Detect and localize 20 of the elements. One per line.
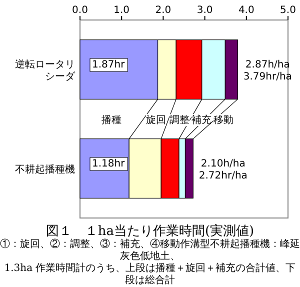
y-tick-label: 不耕起播種機 [15, 164, 75, 176]
text: 1.3ha 作業時間計のうち、上段は播種＋旋回＋補充の合計値、下段は総合計 [3, 263, 297, 287]
series-label: 調整 [170, 114, 190, 126]
series-label: 旋回 [146, 114, 166, 126]
x-tick-label: 2.0 [155, 5, 172, 16]
y-tick-label: 逆転ロータリシーダ [15, 58, 76, 82]
x-tick-label: 4.0 [238, 5, 254, 16]
total-label: 2.10h/ha 2.72hr/ha [198, 158, 248, 182]
series-label: 移動 [214, 114, 234, 126]
x-tick-label: 1.0 [114, 5, 130, 16]
x-tick-label: 3.0 [196, 5, 213, 16]
data-label: 1.18hr [92, 158, 126, 170]
series-label: 補充 [192, 114, 212, 126]
text: ①：旋回、②：調整、③：補充、④移動作溝型不耕起播種機：峰延灰色低地土、 [0, 239, 300, 262]
data-label: 1.87hr [92, 60, 126, 70]
total-label: 2.87h/ha 3.79hr/ha [243, 60, 292, 82]
text: 図１ １ha当たり作業時間(実測値) [44, 224, 256, 239]
series-label: 播種 [102, 114, 122, 126]
x-tick-label: 0.0 [72, 5, 88, 16]
x-tick-label: 5.0 [280, 5, 296, 16]
